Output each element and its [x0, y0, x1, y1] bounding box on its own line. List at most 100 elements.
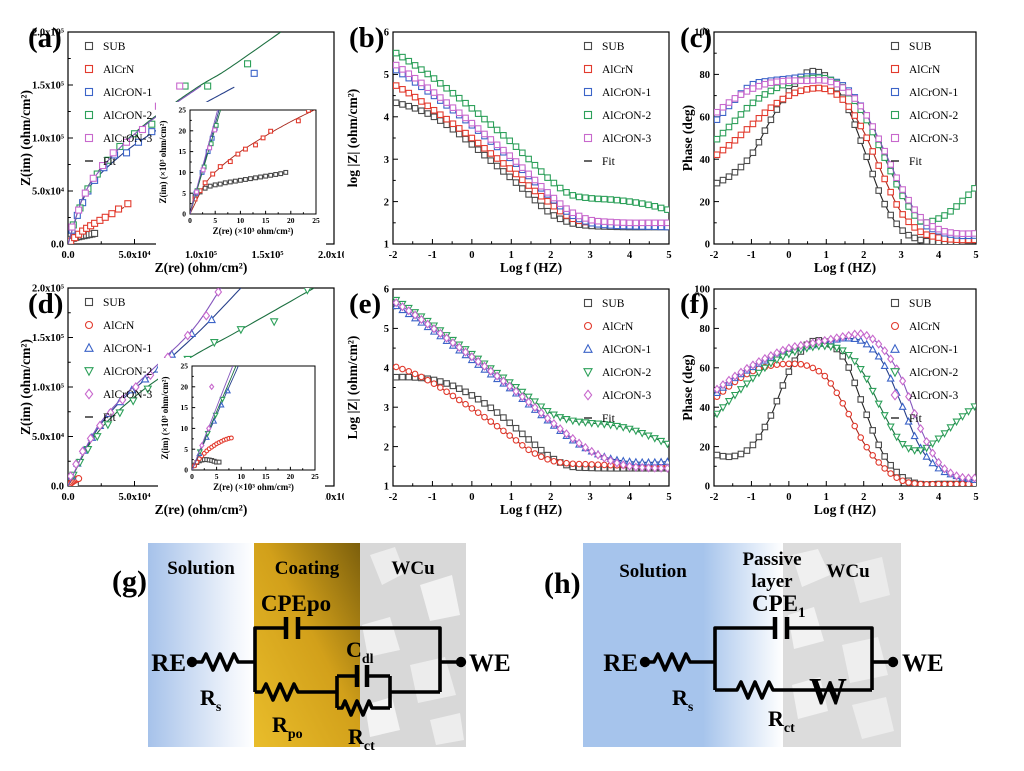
- svg-text:0: 0: [469, 492, 474, 503]
- label-we: WE: [469, 650, 510, 677]
- y-axis-title: Z(im) (ohm/cm²): [20, 339, 33, 435]
- svg-text:2: 2: [861, 250, 866, 261]
- svg-text:0: 0: [182, 210, 186, 219]
- label-cdl: Cdl: [346, 637, 374, 667]
- svg-text:5.0x10⁴: 5.0x10⁴: [118, 492, 151, 503]
- svg-text:1.0x10⁵: 1.0x10⁵: [185, 250, 217, 261]
- svg-text:4: 4: [936, 250, 942, 261]
- axes: 0 5 10 15 20 25 0 5 10 15 20 25: [179, 106, 321, 225]
- svg-text:0: 0: [190, 472, 194, 481]
- svg-text:0.0: 0.0: [61, 492, 74, 503]
- svg-text:AlCrON-3: AlCrON-3: [602, 390, 651, 402]
- svg-text:2: 2: [861, 492, 866, 503]
- region-solution-passive: [583, 543, 783, 747]
- panel-label-a: (a): [28, 22, 62, 54]
- legend: SUB AlCrN AlCrON-1 AlCrON-2 AlCrON-3 Fit: [890, 298, 958, 425]
- svg-text:5: 5: [666, 492, 671, 503]
- svg-text:2: 2: [548, 250, 553, 261]
- circuit-g: (g) Solution Coating WCu RE WE CPEpo Rs …: [112, 543, 510, 754]
- svg-text:0: 0: [705, 482, 710, 493]
- svg-text:1.5x10⁵: 1.5x10⁵: [32, 333, 64, 344]
- series-group: [190, 110, 316, 214]
- axes: -2 -1 0 1 2 3 4 5 0 20 40 60 80 100: [694, 285, 978, 503]
- chart-panel-d: 0.0 5.0x10⁴ 1.0x10⁵ 1.5x10⁵ 2.0x10⁵ 0.0 5.0x10…: [20, 278, 344, 526]
- chart-svg-a: 0.0 5.0x10⁴ 1.0x10⁵ 1.5x10⁵ 2.0x10⁵ 0.0 5.0x10…: [20, 28, 344, 275]
- svg-text:2: 2: [384, 442, 389, 453]
- x-axis-title: Log f (HZ): [814, 260, 876, 275]
- node-re: [186, 656, 198, 668]
- label-rct-h: Rct: [768, 706, 795, 736]
- chart-svg-c: -2 -1 0 1 2 3 4 5 0 20 40 60 80 100 Log f (HZ) Phase (d…: [680, 28, 979, 275]
- svg-text:-1: -1: [428, 250, 437, 261]
- label-warburg: W: [809, 671, 847, 713]
- svg-text:100: 100: [694, 285, 710, 296]
- svg-text:60: 60: [700, 363, 711, 374]
- svg-text:2.0x10⁵: 2.0x10⁵: [32, 284, 64, 295]
- label-we-h: WE: [902, 650, 944, 677]
- series-group: [393, 296, 669, 473]
- svg-text:2.0x10⁵: 2.0x10⁵: [32, 28, 64, 39]
- region-label-passive-1: Passive: [742, 549, 801, 570]
- svg-text:-1: -1: [747, 250, 756, 261]
- svg-text:AlCrON-2: AlCrON-2: [909, 367, 958, 379]
- region-coating: [254, 543, 360, 747]
- svg-text:1: 1: [824, 250, 829, 261]
- svg-text:4: 4: [384, 363, 390, 374]
- svg-text:3: 3: [588, 250, 593, 261]
- legend: SUB AlCrN AlCrON-1 AlCrON-2 AlCrON-3 Fit: [84, 41, 152, 168]
- x-axis-title: Z(re) (×10³ ohm/cm²): [213, 226, 294, 236]
- circuit-h: (h) Solution Passive layer WCu W RE WE C…: [544, 543, 944, 747]
- svg-text:5.0x10⁴: 5.0x10⁴: [32, 187, 65, 198]
- svg-text:5: 5: [184, 445, 188, 454]
- series-group: [393, 49, 669, 231]
- region-label-passive-2: layer: [751, 571, 793, 592]
- wire-parallel-top-h: [713, 626, 874, 690]
- svg-text:0: 0: [786, 492, 791, 503]
- panel-label-d: (d): [28, 288, 64, 320]
- svg-text:Fit: Fit: [602, 156, 616, 168]
- svg-text:1: 1: [509, 250, 514, 261]
- svg-text:AlCrON-3: AlCrON-3: [909, 390, 958, 402]
- svg-text:60: 60: [700, 112, 711, 123]
- svg-text:Fit: Fit: [103, 156, 117, 168]
- svg-text:AlCrON-3: AlCrON-3: [103, 389, 152, 401]
- x-axis-title: Log f (HZ): [500, 502, 562, 517]
- svg-text:SUB: SUB: [602, 41, 625, 53]
- label-rs-g: Rs: [200, 685, 222, 715]
- legend: SUB AlCrN AlCrON-1 AlCrON-2 AlCrON-3 Fit: [583, 298, 651, 425]
- legend: SUB AlCrN AlCrON-1 AlCrON-2 AlCrON-3 Fit: [84, 297, 152, 424]
- chart-svg-d: 0.0 5.0x10⁴ 1.0x10⁵ 1.5x10⁵ 2.0x10⁵ 0.0 5.0x10…: [20, 284, 344, 517]
- svg-text:2.0x10⁵: 2.0x10⁵: [318, 492, 344, 503]
- wire-re-rs-h: [645, 652, 715, 672]
- inset-background: [158, 358, 325, 504]
- svg-text:1: 1: [384, 482, 389, 493]
- inner-parallel-box: [335, 674, 440, 708]
- svg-text:4: 4: [627, 250, 633, 261]
- chart-panel-b: -2 -1 0 1 2 3 4 5 1 2 3 4 5 6 Log f (HZ) log |Z| (ohm/c…: [345, 8, 685, 278]
- svg-text:80: 80: [700, 324, 711, 335]
- y-axis-title: log |Z| (ohm/cm²): [345, 89, 360, 187]
- label-rs-h: Rs: [672, 685, 694, 715]
- wire-rpo-branch: [255, 682, 337, 702]
- node-we-h: [887, 656, 899, 668]
- label-re: RE: [151, 650, 186, 677]
- y-axis-title: Phase (deg): [680, 105, 695, 171]
- svg-text:5: 5: [384, 324, 389, 335]
- svg-text:80: 80: [700, 70, 711, 81]
- series-group: [714, 67, 976, 244]
- svg-text:SUB: SUB: [103, 297, 126, 309]
- svg-text:SUB: SUB: [602, 298, 625, 310]
- svg-text:15: 15: [262, 472, 270, 481]
- svg-text:1.0x10⁵: 1.0x10⁵: [32, 383, 64, 394]
- svg-text:5: 5: [666, 250, 671, 261]
- x-axis-title: Z(re) (×10³ ohm/cm²): [213, 482, 294, 492]
- svg-text:-2: -2: [389, 492, 398, 503]
- svg-text:5.0x10⁴: 5.0x10⁴: [32, 432, 65, 443]
- svg-text:4: 4: [936, 492, 942, 503]
- svg-text:AlCrN: AlCrN: [909, 64, 941, 76]
- svg-text:2: 2: [548, 492, 553, 503]
- svg-text:1.0x10⁵: 1.0x10⁵: [32, 134, 64, 145]
- panel-label-b: (b): [349, 22, 385, 54]
- svg-text:10: 10: [181, 424, 189, 433]
